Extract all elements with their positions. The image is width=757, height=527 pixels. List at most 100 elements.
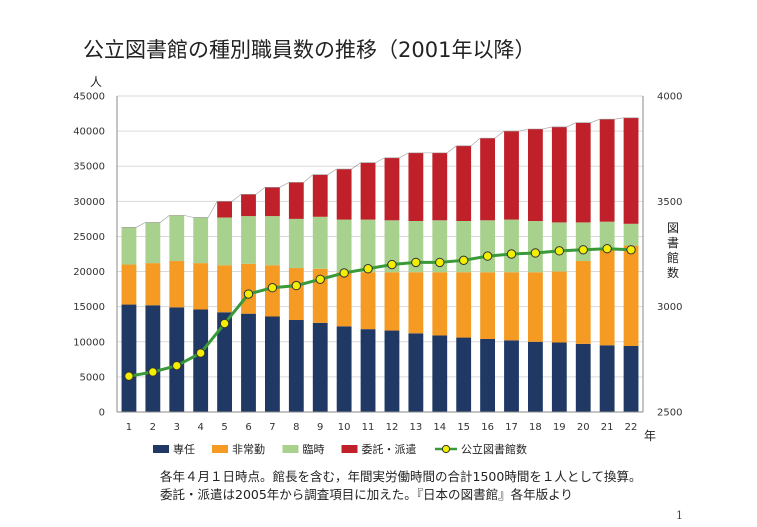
bar-3-14	[432, 152, 448, 221]
y-tick-label: 40000	[73, 127, 105, 138]
bar-0-12	[384, 330, 400, 412]
y-tick-label: 5000	[80, 372, 105, 383]
library-count-point	[530, 248, 541, 258]
legend-marker	[441, 444, 451, 454]
library-count-point	[602, 244, 612, 254]
x-tick-label: 22	[625, 422, 638, 433]
bar-3-17	[504, 131, 519, 220]
legend-swatch	[282, 445, 299, 453]
library-count-point	[482, 251, 493, 261]
bar-0-6	[241, 313, 256, 412]
bar-1-12	[384, 272, 400, 331]
bar-0-2	[145, 305, 161, 412]
bar-0-20	[575, 343, 591, 412]
bar-2-5	[217, 217, 233, 266]
legend-swatch	[341, 445, 358, 453]
library-count-point	[291, 280, 302, 291]
bar-1-11	[360, 272, 376, 330]
y2-tick-label: 2500	[657, 408, 682, 419]
x-tick-label: 19	[553, 422, 566, 433]
bar-1-4	[193, 263, 209, 310]
legend-swatch	[153, 445, 169, 453]
library-count-point	[363, 264, 373, 274]
bar-0-14	[432, 335, 448, 412]
x-tick-label: 15	[457, 422, 470, 433]
library-count-line	[128, 247, 632, 378]
library-count-point	[435, 257, 445, 268]
bar-2-12	[384, 220, 400, 273]
bar-3-13	[408, 152, 424, 221]
bar-2-1	[121, 227, 137, 265]
library-count-point	[458, 255, 469, 266]
bar-1-14	[432, 272, 448, 336]
library-count-point	[124, 371, 134, 381]
bar-1-5	[217, 265, 233, 313]
stack-outline	[121, 117, 639, 228]
note-line-2: 委託・派遣は2005年から調査項目に加えた。『日本の図書館』各年版より	[160, 487, 573, 502]
bar-2-3	[169, 215, 185, 262]
bar-0-22	[623, 345, 639, 412]
x-tick-label: 2	[150, 422, 156, 433]
bar-1-6	[241, 263, 256, 314]
library-count-point	[195, 348, 206, 358]
bar-3-8	[288, 182, 304, 219]
library-count-point	[315, 274, 325, 284]
legend-label: 委託・派遣	[362, 442, 417, 456]
y-tick-label: 15000	[73, 302, 105, 313]
bar-2-18	[527, 220, 543, 273]
x-tick-label: 20	[577, 422, 590, 433]
y-tick-label: 20000	[73, 267, 105, 278]
bar-1-19	[551, 271, 567, 343]
bar-2-22	[623, 223, 639, 246]
bar-1-9	[312, 268, 328, 323]
y2-axis-label: 図書館数	[667, 221, 679, 280]
x-tick-label: 4	[197, 422, 203, 433]
bar-1-18	[527, 272, 543, 342]
library-count-point	[626, 245, 636, 255]
bar-3-19	[551, 126, 567, 223]
legend-swatch	[212, 445, 228, 453]
bar-2-4	[193, 217, 209, 264]
bar-0-3	[169, 307, 185, 412]
bar-2-2	[145, 222, 161, 264]
bar-3-18	[527, 129, 543, 221]
x-tick-label: 9	[317, 422, 323, 433]
bar-0-7	[264, 316, 280, 412]
y-tick-label: 10000	[73, 337, 105, 348]
bar-2-16	[480, 220, 496, 273]
note-line-1: 各年４月１日時点。館長を含む，年間実労働時間の合計1500時間を１人として換算。	[160, 469, 642, 484]
bar-2-7	[264, 216, 280, 266]
bar-2-9	[312, 216, 328, 269]
x-tick-label: 16	[481, 422, 494, 433]
x-tick-label: 1	[126, 422, 132, 433]
library-count-point	[554, 246, 565, 256]
y2-tick-label: 3500	[657, 197, 682, 208]
bar-2-6	[241, 216, 256, 264]
y-tick-label: 0	[99, 408, 105, 419]
bar-1-17	[504, 272, 519, 341]
bar-1-21	[599, 249, 615, 346]
library-count-point	[219, 318, 230, 329]
x-tick-label: 3	[174, 422, 180, 433]
bar-2-20	[575, 222, 591, 262]
bar-3-5	[217, 201, 233, 218]
bar-2-10	[336, 219, 352, 273]
library-count-point	[148, 367, 158, 377]
bar-0-19	[551, 342, 567, 412]
bar-0-21	[599, 345, 615, 412]
bar-0-5	[217, 312, 233, 412]
bar-0-8	[288, 320, 304, 412]
bar-3-15	[456, 145, 472, 221]
library-count-point	[411, 257, 421, 268]
legend-label: 専任	[173, 443, 195, 456]
bar-2-13	[408, 220, 424, 273]
y-axis-label: 人	[90, 75, 102, 89]
library-count-point	[339, 268, 349, 278]
x-tick-label: 14	[433, 422, 446, 433]
bar-0-10	[336, 326, 352, 412]
bar-3-11	[360, 162, 376, 220]
x-tick-label: 10	[338, 422, 351, 433]
bar-2-11	[360, 219, 376, 273]
library-count-point	[243, 289, 254, 299]
